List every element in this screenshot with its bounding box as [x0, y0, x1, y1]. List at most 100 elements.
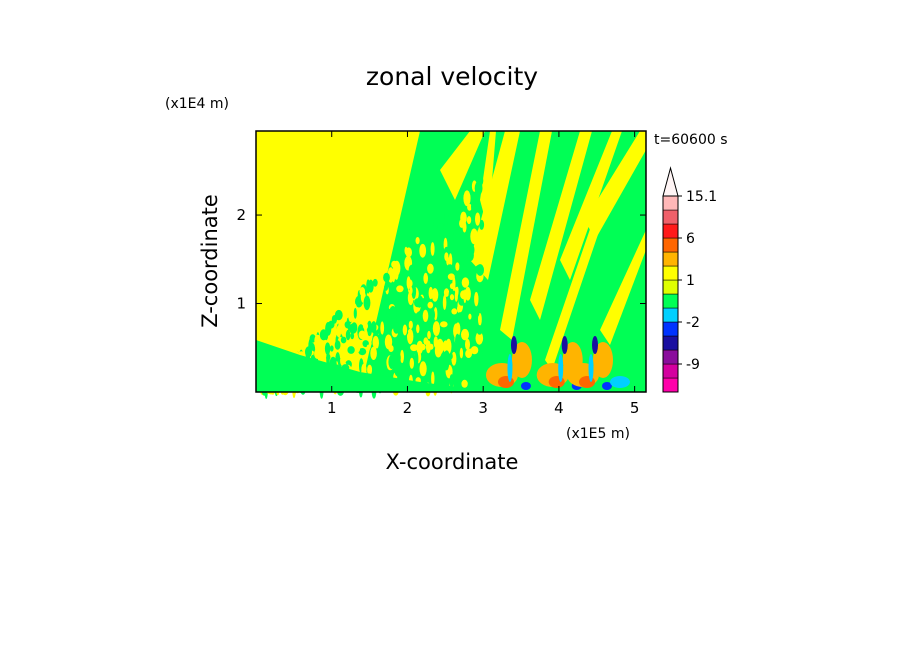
field-yellow-streak — [530, 131, 592, 320]
field-texture-cell — [478, 313, 482, 326]
field-texture-cell — [394, 300, 398, 308]
plot-frame — [255, 130, 647, 393]
field-texture-cell — [431, 288, 439, 302]
field-texture-cell — [405, 247, 413, 258]
core-cyan — [588, 354, 594, 382]
core-blue — [601, 382, 612, 390]
field-texture-cell — [393, 322, 400, 334]
field-texture-cell — [471, 199, 477, 215]
field-texture-cell — [309, 334, 316, 343]
field-texture-cell — [331, 315, 337, 324]
field-texture-cell — [388, 354, 396, 369]
field-texture-cell — [442, 295, 447, 310]
field-texture-cell — [352, 351, 357, 362]
field-texture-cell — [324, 342, 331, 356]
field-texture-cell — [428, 286, 433, 300]
field-texture-cell — [334, 340, 341, 350]
field-texture-cell — [423, 337, 429, 345]
convective-core — [566, 336, 613, 390]
colorbar-swatch — [662, 279, 679, 295]
field-texture-cell — [479, 219, 485, 230]
field-texture-cell — [437, 273, 443, 280]
field-texture-cell — [348, 316, 353, 322]
core-blue — [520, 382, 531, 390]
field-texture-cell — [430, 242, 435, 256]
field-yellow-streak — [600, 230, 646, 345]
field-texture-cell — [411, 247, 420, 263]
field-texture-cell — [449, 374, 454, 388]
field-texture-cell — [374, 295, 379, 311]
colorbar-swatch — [662, 209, 679, 225]
field-texture-cell — [409, 357, 414, 369]
field-texture-cell — [471, 370, 479, 384]
field-texture-cell — [470, 346, 479, 355]
field-texture-cell — [437, 279, 443, 285]
field-texture-cell — [338, 317, 347, 329]
field-texture-cell — [415, 237, 420, 245]
field-texture-cell — [449, 294, 455, 301]
field-texture-cell — [455, 262, 460, 271]
field-texture-cell — [419, 361, 427, 377]
chart-title: zonal velocity — [366, 62, 538, 91]
colorbar-swatch — [662, 195, 679, 211]
field-texture-cell — [393, 342, 398, 352]
field-texture-cell — [414, 298, 421, 308]
x-tick-label: 1 — [327, 399, 337, 417]
x-unit-label: (x1E5 m) — [566, 426, 630, 442]
field-texture-cell — [358, 330, 366, 340]
field-texture-cell — [325, 322, 332, 336]
y-axis-label: Z-coordinate — [198, 194, 222, 328]
field-texture-cell — [393, 260, 401, 276]
field-yellow-streak — [440, 131, 485, 200]
field-texture-cell — [455, 333, 460, 350]
field-texture-cell — [432, 321, 440, 337]
field-texture-cell — [447, 300, 454, 309]
field-texture-cell — [447, 273, 455, 281]
colorbar-swatch — [662, 377, 679, 393]
field-texture-cell — [435, 299, 442, 311]
field-texture-cell — [366, 279, 370, 294]
x-tick-label: 3 — [478, 399, 488, 417]
colorbar-swatch — [662, 307, 679, 323]
field-texture-cell — [404, 351, 412, 359]
field-texture-cell — [435, 340, 439, 353]
x-tick-label: 5 — [630, 399, 640, 417]
colorbar-label: -9 — [686, 357, 700, 373]
field-texture-cell — [475, 308, 480, 317]
x-tick-label: 4 — [554, 399, 564, 417]
field-texture-cell — [443, 288, 450, 297]
field-texture-cell — [350, 332, 355, 340]
field-texture-cell — [440, 321, 448, 328]
field-texture-cell — [372, 278, 378, 287]
field-texture-cell — [394, 352, 401, 364]
field-texture-cell — [461, 379, 468, 388]
field-texture-cell — [356, 340, 361, 353]
field-yellow-streak — [500, 131, 552, 340]
field-yellow-streak — [545, 200, 608, 370]
field-texture-cell — [461, 328, 469, 341]
field-texture-cell — [375, 360, 382, 376]
field-yellow-streak — [560, 131, 622, 280]
field-texture-cell — [344, 321, 351, 329]
field-texture-cell — [477, 349, 483, 362]
field-texture-cell — [427, 301, 434, 309]
field-texture-cell — [341, 347, 347, 359]
field-texture-cell — [451, 308, 458, 315]
field-texture-cell — [451, 250, 456, 262]
colorbar-swatch — [662, 293, 679, 309]
field-texture-cell — [411, 283, 417, 299]
field-texture-cell — [367, 364, 373, 376]
field-yellow-streak — [470, 131, 520, 280]
field-texture-cell — [427, 263, 434, 274]
field-texture-cell — [391, 282, 397, 296]
field-texture-cell — [381, 347, 389, 359]
colorbar-swatch — [662, 223, 679, 239]
field-texture-cell — [370, 346, 377, 360]
field-texture-cell — [394, 367, 403, 377]
field-texture-cell — [400, 349, 404, 364]
y-unit-label: (x1E4 m) — [165, 96, 229, 112]
colorbar-label: 15.1 — [686, 189, 717, 205]
field-texture-cell — [459, 263, 465, 271]
field-texture-cell — [453, 229, 461, 238]
